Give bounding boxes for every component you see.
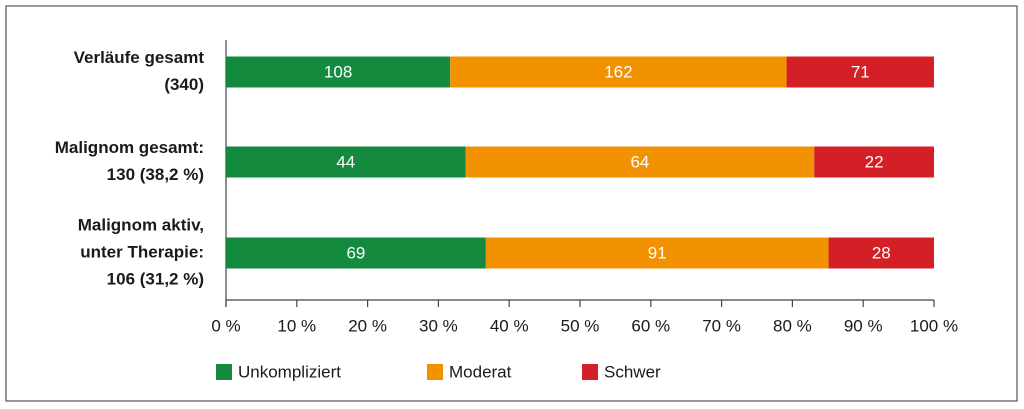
bar-segment bbox=[485, 237, 829, 269]
x-tick-label: 90 % bbox=[844, 316, 883, 335]
data-label: 44 bbox=[336, 152, 355, 171]
bar-segment bbox=[786, 56, 934, 88]
y-tick-label: Malignom aktiv, bbox=[78, 215, 204, 234]
y-tick-label: 130 (38,2 %) bbox=[107, 165, 204, 184]
legend-swatch bbox=[582, 364, 598, 380]
y-tick-label: (340) bbox=[164, 75, 204, 94]
bar-segment bbox=[226, 146, 466, 178]
legend-label: Moderat bbox=[449, 362, 512, 381]
data-label: 69 bbox=[346, 243, 365, 262]
x-tick-label: 40 % bbox=[490, 316, 529, 335]
y-tick-label: 106 (31,2 %) bbox=[107, 269, 204, 288]
bar-segment bbox=[465, 146, 815, 178]
x-tick-label: 30 % bbox=[419, 316, 458, 335]
data-label: 28 bbox=[872, 243, 891, 262]
legend-swatch bbox=[427, 364, 443, 380]
frame bbox=[5, 5, 1018, 402]
data-label: 108 bbox=[324, 62, 352, 81]
x-tick-label: 80 % bbox=[773, 316, 812, 335]
data-label: 71 bbox=[851, 62, 870, 81]
y-tick-label: unter Therapie: bbox=[80, 242, 204, 261]
legend-swatch bbox=[216, 364, 232, 380]
x-tick-label: 10 % bbox=[277, 316, 316, 335]
bar-segment bbox=[814, 146, 934, 178]
x-tick-label: 100 % bbox=[910, 316, 958, 335]
bar-segment bbox=[828, 237, 934, 269]
data-label: 162 bbox=[604, 62, 632, 81]
bar-segment bbox=[226, 237, 486, 269]
data-label: 64 bbox=[630, 152, 649, 171]
x-tick-label: 20 % bbox=[348, 316, 387, 335]
data-label: 91 bbox=[648, 243, 667, 262]
data-label: 22 bbox=[865, 152, 884, 171]
bar-segment bbox=[450, 56, 787, 88]
x-tick-label: 60 % bbox=[631, 316, 670, 335]
legend-label: Unkompliziert bbox=[238, 362, 341, 381]
y-tick-label: Verläufe gesamt bbox=[74, 48, 205, 67]
bar-segment bbox=[226, 56, 451, 88]
legend-label: Schwer bbox=[604, 362, 661, 381]
y-tick-label: Malignom gesamt: bbox=[55, 138, 204, 157]
x-tick-label: 70 % bbox=[702, 316, 741, 335]
x-tick-label: 50 % bbox=[561, 316, 600, 335]
x-tick-label: 0 % bbox=[211, 316, 240, 335]
